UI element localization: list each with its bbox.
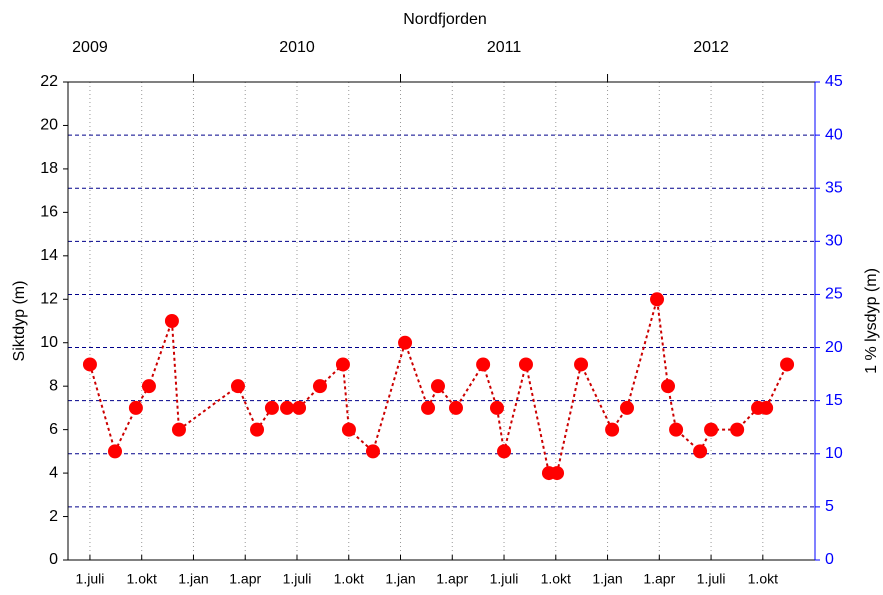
y2-tick-label: 45 — [825, 73, 843, 90]
data-point — [693, 444, 708, 459]
y-tick-label: 18 — [40, 160, 58, 177]
data-point — [250, 422, 265, 437]
data-point — [550, 466, 565, 481]
x-tick-label: 1.juli — [283, 571, 312, 587]
data-point — [171, 422, 186, 437]
data-point — [780, 357, 795, 372]
x2-tick-label: 2012 — [693, 39, 729, 56]
y-tick-label: 12 — [40, 290, 58, 307]
x-tick-label: 1.juli — [76, 571, 105, 587]
data-point — [476, 357, 491, 372]
data-point — [518, 357, 533, 372]
y-tick-label: 2 — [49, 508, 58, 525]
data-point — [292, 400, 307, 415]
data-point — [421, 400, 436, 415]
y2-axis-label: 1 % lysdyp (m) — [863, 268, 880, 374]
data-point — [661, 379, 676, 394]
y2-tick-label: 5 — [825, 498, 834, 515]
x-tick-label: 1.apr — [436, 571, 468, 587]
x-tick-label: 1.apr — [229, 571, 261, 587]
x2-tick-label: 2011 — [487, 39, 522, 56]
y-tick-label: 4 — [49, 464, 58, 481]
y-tick-label: 8 — [49, 377, 58, 394]
data-point — [448, 400, 463, 415]
x-tick-label: 1.jan — [592, 571, 622, 587]
x-tick-label: 1.jan — [385, 571, 415, 587]
data-point — [669, 422, 684, 437]
y2-tick-label: 25 — [825, 286, 843, 303]
y-tick-label: 10 — [40, 334, 58, 351]
y-tick-label: 20 — [40, 117, 58, 134]
x-tick-label: 1.jan — [178, 571, 208, 587]
data-point — [280, 400, 295, 415]
data-point — [489, 400, 504, 415]
data-point — [430, 379, 445, 394]
x-tick-label: 1.okt — [334, 571, 364, 587]
data-point — [620, 400, 635, 415]
data-point — [230, 379, 245, 394]
data-point — [141, 379, 156, 394]
y-tick-label: 6 — [49, 421, 58, 438]
y-axis-label: Siktdyp (m) — [11, 281, 28, 362]
x-tick-label: 1.apr — [643, 571, 675, 587]
y-tick-label: 16 — [40, 204, 58, 221]
data-point — [365, 444, 380, 459]
y-tick-label: 22 — [40, 73, 58, 90]
y2-tick-label: 35 — [825, 179, 843, 196]
y2-tick-label: 20 — [825, 339, 843, 356]
x-tick-label: 1.okt — [127, 571, 157, 587]
data-point — [605, 422, 620, 437]
x-tick-label: 1.okt — [541, 571, 571, 587]
x2-tick-label: 2009 — [72, 39, 108, 56]
x-tick-label: 1.okt — [748, 571, 778, 587]
x-tick-label: 1.juli — [697, 571, 726, 587]
data-point — [759, 400, 774, 415]
data-point — [128, 400, 143, 415]
data-point — [107, 444, 122, 459]
data-point — [341, 422, 356, 437]
y2-tick-label: 15 — [825, 392, 843, 409]
data-point — [398, 335, 413, 350]
data-point — [312, 379, 327, 394]
y2-tick-label: 0 — [825, 551, 834, 568]
y-tick-label: 14 — [40, 247, 58, 264]
y2-tick-label: 30 — [825, 233, 843, 250]
data-point — [574, 357, 589, 372]
data-point — [164, 314, 179, 328]
y2-tick-label: 40 — [825, 126, 843, 143]
data-point — [82, 357, 97, 372]
x2-tick-label: 2010 — [279, 39, 315, 56]
x-tick-label: 1.juli — [490, 571, 519, 587]
data-point — [264, 400, 279, 415]
data-point — [497, 444, 512, 459]
data-point — [730, 422, 745, 437]
data-point — [704, 422, 719, 437]
y2-tick-label: 10 — [825, 445, 843, 462]
data-point — [335, 357, 350, 372]
data-point — [650, 292, 665, 307]
chart-title: Nordfjorden — [403, 11, 487, 28]
y-tick-label: 0 — [49, 551, 58, 568]
